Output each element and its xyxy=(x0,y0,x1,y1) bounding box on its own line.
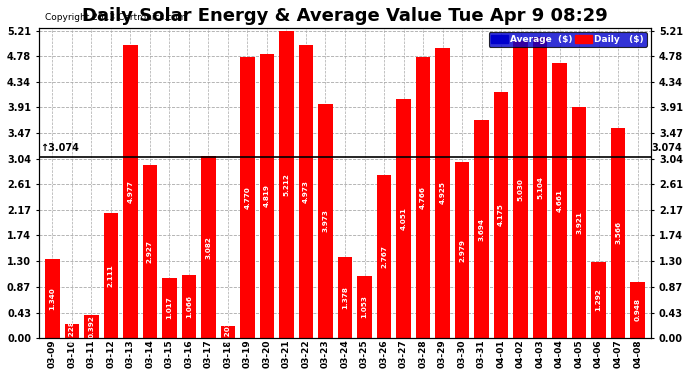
Text: 3.694: 3.694 xyxy=(479,217,484,240)
Bar xyxy=(240,57,255,338)
Text: 3.566: 3.566 xyxy=(615,221,621,245)
Bar xyxy=(474,120,489,338)
Text: 1.340: 1.340 xyxy=(50,287,55,310)
Text: 3.074: 3.074 xyxy=(651,143,682,153)
Bar xyxy=(181,275,196,338)
Text: ↑3.074: ↑3.074 xyxy=(40,143,79,153)
Text: 1.017: 1.017 xyxy=(166,297,172,320)
Bar xyxy=(259,54,275,338)
Bar xyxy=(552,63,567,338)
Text: Copyright 2013 Cartronics.com: Copyright 2013 Cartronics.com xyxy=(45,13,186,22)
Bar xyxy=(65,324,79,338)
Bar xyxy=(591,262,606,338)
Title: Daily Solar Energy & Average Value Tue Apr 9 08:29: Daily Solar Energy & Average Value Tue A… xyxy=(82,7,608,25)
Bar xyxy=(396,99,411,338)
Bar xyxy=(299,45,313,338)
Text: 4.766: 4.766 xyxy=(420,186,426,209)
Text: 1.378: 1.378 xyxy=(342,286,348,309)
Bar xyxy=(45,259,59,338)
Bar xyxy=(221,326,235,338)
Text: 2.767: 2.767 xyxy=(381,245,387,268)
Text: 5.212: 5.212 xyxy=(284,173,290,196)
Text: 4.819: 4.819 xyxy=(264,184,270,207)
Text: 2.979: 2.979 xyxy=(459,238,465,262)
Text: 4.051: 4.051 xyxy=(400,207,406,230)
Text: 5.030: 5.030 xyxy=(518,178,524,201)
Bar xyxy=(377,175,391,338)
Bar xyxy=(513,42,528,338)
Bar xyxy=(572,107,586,338)
Text: 1.066: 1.066 xyxy=(186,295,192,318)
Text: 0.201: 0.201 xyxy=(225,321,231,344)
Text: 3.082: 3.082 xyxy=(206,236,211,258)
Legend: Average  ($), Daily   ($): Average ($), Daily ($) xyxy=(489,32,647,47)
Bar xyxy=(104,213,118,338)
Bar xyxy=(533,37,547,338)
Bar xyxy=(318,104,333,338)
Bar xyxy=(631,282,645,338)
Bar xyxy=(415,57,431,338)
Text: 1.292: 1.292 xyxy=(595,288,602,311)
Text: 4.977: 4.977 xyxy=(128,180,133,203)
Bar xyxy=(435,48,450,338)
Text: 3.921: 3.921 xyxy=(576,211,582,234)
Bar xyxy=(84,315,99,338)
Text: 1.053: 1.053 xyxy=(362,296,368,318)
Bar xyxy=(143,165,157,338)
Bar xyxy=(123,45,138,338)
Text: 0.228: 0.228 xyxy=(69,320,75,343)
Text: 4.770: 4.770 xyxy=(244,186,250,209)
Bar xyxy=(357,276,372,338)
Bar xyxy=(162,278,177,338)
Bar xyxy=(455,162,469,338)
Text: 2.111: 2.111 xyxy=(108,264,114,287)
Text: 2.927: 2.927 xyxy=(147,240,153,263)
Text: 4.925: 4.925 xyxy=(440,181,446,204)
Bar xyxy=(279,31,294,338)
Text: 0.948: 0.948 xyxy=(635,298,640,321)
Bar xyxy=(201,156,216,338)
Bar xyxy=(611,128,625,338)
Bar xyxy=(494,92,509,338)
Text: 5.104: 5.104 xyxy=(537,176,543,199)
Text: 0.392: 0.392 xyxy=(88,315,95,338)
Text: 4.175: 4.175 xyxy=(498,204,504,226)
Bar xyxy=(337,257,353,338)
Text: 4.973: 4.973 xyxy=(303,180,309,203)
Text: 4.661: 4.661 xyxy=(557,189,562,212)
Text: 3.973: 3.973 xyxy=(322,209,328,232)
